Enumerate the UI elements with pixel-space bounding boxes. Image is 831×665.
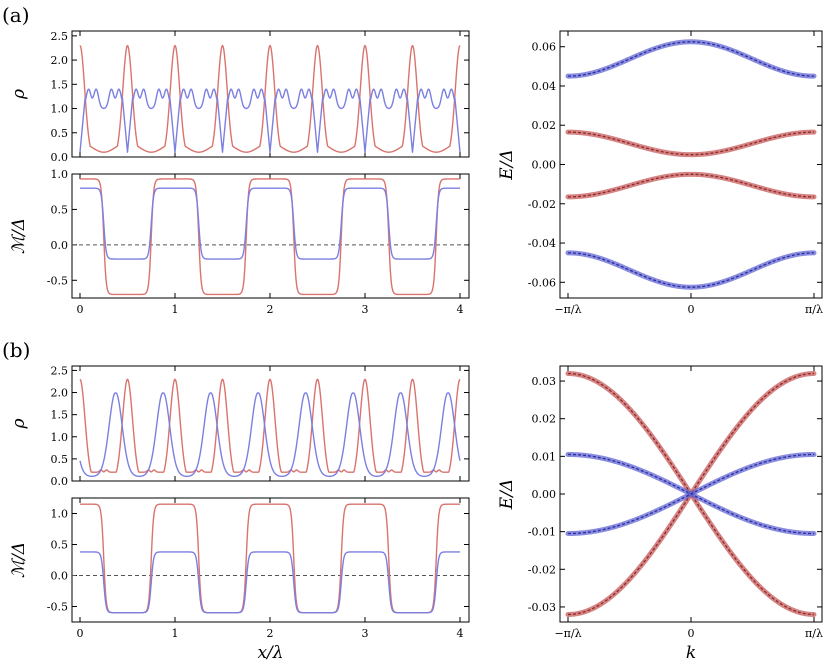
a-E-band-core-3: [568, 252, 814, 288]
a-M-series-blue-1: [79, 187, 461, 260]
a-M-series-red-0: [79, 178, 461, 296]
chart-b-density: 0.0 0.5 1.0 1.5 2.0 2.5 ρ: [9, 364, 470, 488]
b-rho-ytick-label-0: 0.0: [51, 475, 69, 488]
b-E-xtick-label-1: 0: [688, 627, 695, 640]
b-M-series-blue-1: [79, 551, 461, 614]
a-E-ylabel: E/Δ: [497, 149, 517, 180]
b-E-ytick-label-4: -0.01: [528, 526, 556, 539]
a-E-ytick-label-1: 0.04: [532, 80, 557, 93]
a-E-band-3: [565, 250, 817, 290]
a-M-xtick-label-2: 2: [267, 303, 274, 316]
a-M-ytick-label-2: 0.5: [51, 203, 69, 216]
b-M-xtick-label-2: 2: [267, 627, 274, 640]
a-M-ytick-label-1: 0.0: [51, 239, 69, 252]
a-M-xtick-label-0: 0: [77, 303, 84, 316]
b-rho-series-blue-1: [79, 392, 461, 478]
chart-a-magnetization: 0 1 2 3 4 -0.5 0.0 0.5 1.0 ℳ/Δ: [9, 168, 470, 316]
a-rho-frame: [71, 30, 470, 158]
b-E-xlabel: k: [686, 643, 696, 663]
a-E-band-0: [565, 39, 817, 79]
a-rho-ylabel: ρ: [9, 89, 29, 100]
b-E-ytick-label-5: -0.02: [528, 563, 556, 576]
b-rho-ytick-label-4: 2.0: [51, 387, 69, 400]
b-M-xtick-label-3: 3: [362, 627, 369, 640]
panel-label-b: (b): [2, 338, 30, 362]
panel-label-a: (a): [2, 3, 30, 27]
a-E-band-core-2: [568, 173, 814, 198]
b-E-ytick-label-3: 0.00: [532, 488, 557, 501]
a-E-xtick-label-1: 0: [688, 303, 695, 316]
a-rho-series-red-0: [79, 44, 461, 153]
b-M-ytick-label-0: -0.5: [47, 601, 68, 614]
b-rho-ytick-label-1: 0.5: [51, 453, 69, 466]
a-E-band-core-1: [568, 131, 814, 156]
a-E-ytick-label-6: -0.06: [528, 276, 556, 289]
a-M-ytick-label-3: 1.0: [51, 168, 69, 181]
b-E-xtick-label-2: π/λ: [805, 627, 823, 640]
a-M-xtick-label-3: 3: [362, 303, 369, 316]
a-M-ylabel: ℳ/Δ: [9, 218, 29, 254]
b-rho-ytick-label-3: 1.5: [51, 409, 69, 422]
b-rho-series-red-0: [79, 378, 461, 473]
a-M-ytick-label-0: -0.5: [47, 274, 68, 287]
b-rho-ytick-label-2: 1.0: [51, 431, 69, 444]
a-E-ytick-label-0: 0.06: [532, 41, 557, 54]
a-E-band-1: [565, 129, 817, 158]
b-M-ytick-label-2: 0.5: [51, 539, 69, 552]
b-E-ylabel: E/Δ: [497, 479, 517, 510]
a-E-ytick-label-2: 0.02: [532, 119, 557, 132]
a-rho-ytick-label-1: 0.5: [51, 127, 69, 140]
b-E-ytick-label-1: 0.02: [532, 413, 557, 426]
chart-b-energy-bands: 0.03 0.02 0.01 0.00 -0.01 -0.02 -0.03 −π/λ 0 π/λ E…: [497, 365, 823, 663]
b-E-band-core-0: [567, 372, 815, 616]
b-M-ylabel: ℳ/Δ: [9, 542, 29, 578]
a-M-xtick-label-4: 4: [457, 303, 464, 316]
a-rho-ytick-label-2: 1.0: [51, 103, 69, 116]
b-E-band-core-1: [567, 372, 815, 616]
a-rho-ytick-label-4: 2.0: [51, 54, 69, 67]
b-M-frame: [71, 497, 470, 623]
a-rho-series-blue-1: [79, 88, 461, 153]
a-rho-ytick-label-0: 0.0: [51, 151, 69, 164]
b-M-ytick-label-1: 0.0: [51, 570, 69, 583]
chart-a-energy-bands: 0.06 0.04 0.02 0.00 -0.02 -0.04 -0.06 −π/λ 0 π/λ E…: [497, 30, 823, 316]
b-E-band-core-3: [568, 453, 814, 535]
b-M-xlabel: x/λ: [257, 643, 283, 663]
b-M-ytick-label-3: 1.0: [51, 508, 69, 521]
a-E-ytick-label-4: -0.02: [528, 198, 556, 211]
chart-b-magnetization: 0 1 2 3 4 -0.5 0.0 0.5 1.0 ℳ/Δ x/λ: [9, 497, 470, 663]
b-E-xtick-label-0: −π/λ: [554, 627, 581, 640]
b-M-xtick-label-4: 4: [457, 627, 464, 640]
a-E-xtick-label-0: −π/λ: [554, 303, 581, 316]
b-E-ytick-label-6: -0.03: [528, 601, 556, 614]
a-E-band-core-0: [568, 41, 814, 77]
a-E-band-2: [565, 171, 817, 200]
b-rho-ytick-label-5: 2.5: [51, 364, 69, 377]
a-rho-ytick-label-5: 2.5: [51, 30, 69, 43]
b-rho-ylabel: ρ: [9, 419, 29, 430]
a-rho-ytick-label-3: 1.5: [51, 78, 69, 91]
a-E-xtick-label-2: π/λ: [805, 303, 823, 316]
b-M-series-red-0: [79, 503, 461, 614]
chart-a-density: 0.0 0.5 1.0 1.5 2.0 2.5 ρ: [9, 30, 470, 164]
b-M-xtick-label-0: 0: [77, 627, 84, 640]
a-M-frame: [71, 173, 470, 299]
b-M-xtick-label-1: 1: [172, 627, 179, 640]
a-E-ytick-label-3: 0.00: [532, 159, 557, 172]
a-M-xtick-label-1: 1: [172, 303, 179, 316]
a-E-ytick-label-5: -0.04: [528, 237, 556, 250]
b-E-ytick-label-0: 0.03: [532, 375, 557, 388]
b-E-ytick-label-2: 0.01: [532, 450, 557, 463]
